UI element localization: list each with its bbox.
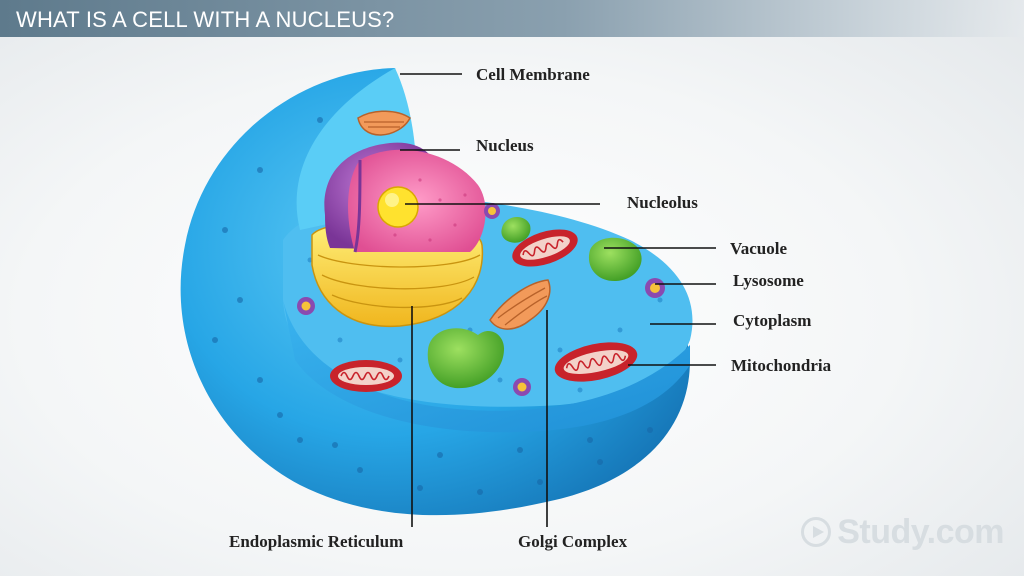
leader-lines bbox=[400, 73, 716, 527]
lysosomes bbox=[297, 203, 665, 396]
mitochondria bbox=[330, 229, 638, 392]
page-title: WHAT IS A CELL WITH A NUCLEUS? bbox=[16, 7, 395, 32]
golgi-complex bbox=[489, 279, 551, 330]
nucleolus bbox=[377, 186, 419, 228]
label-cell-membrane: Cell Membrane bbox=[476, 65, 590, 84]
membrane-pores bbox=[212, 117, 653, 495]
label-mitochondria: Mitochondria bbox=[731, 356, 832, 375]
title-bar: WHAT IS A CELL WITH A NUCLEUS? bbox=[0, 0, 1024, 37]
label-vacuole: Vacuole bbox=[730, 239, 787, 258]
label-endoplasmic-reticulum: Endoplasmic Reticulum bbox=[229, 532, 403, 551]
label-nucleolus: Nucleolus bbox=[627, 193, 698, 212]
label-nucleus: Nucleus bbox=[476, 136, 534, 155]
play-icon bbox=[801, 517, 832, 547]
label-cytoplasm: Cytoplasm bbox=[733, 311, 811, 330]
label-lysosome: Lysosome bbox=[733, 271, 804, 290]
label-golgi-complex: Golgi Complex bbox=[518, 532, 628, 551]
cell-cut-edge bbox=[283, 300, 690, 433]
golgi-small-top bbox=[357, 110, 411, 136]
watermark-text: Study.com bbox=[837, 512, 1004, 551]
study-logo: Study.com bbox=[801, 512, 1004, 552]
